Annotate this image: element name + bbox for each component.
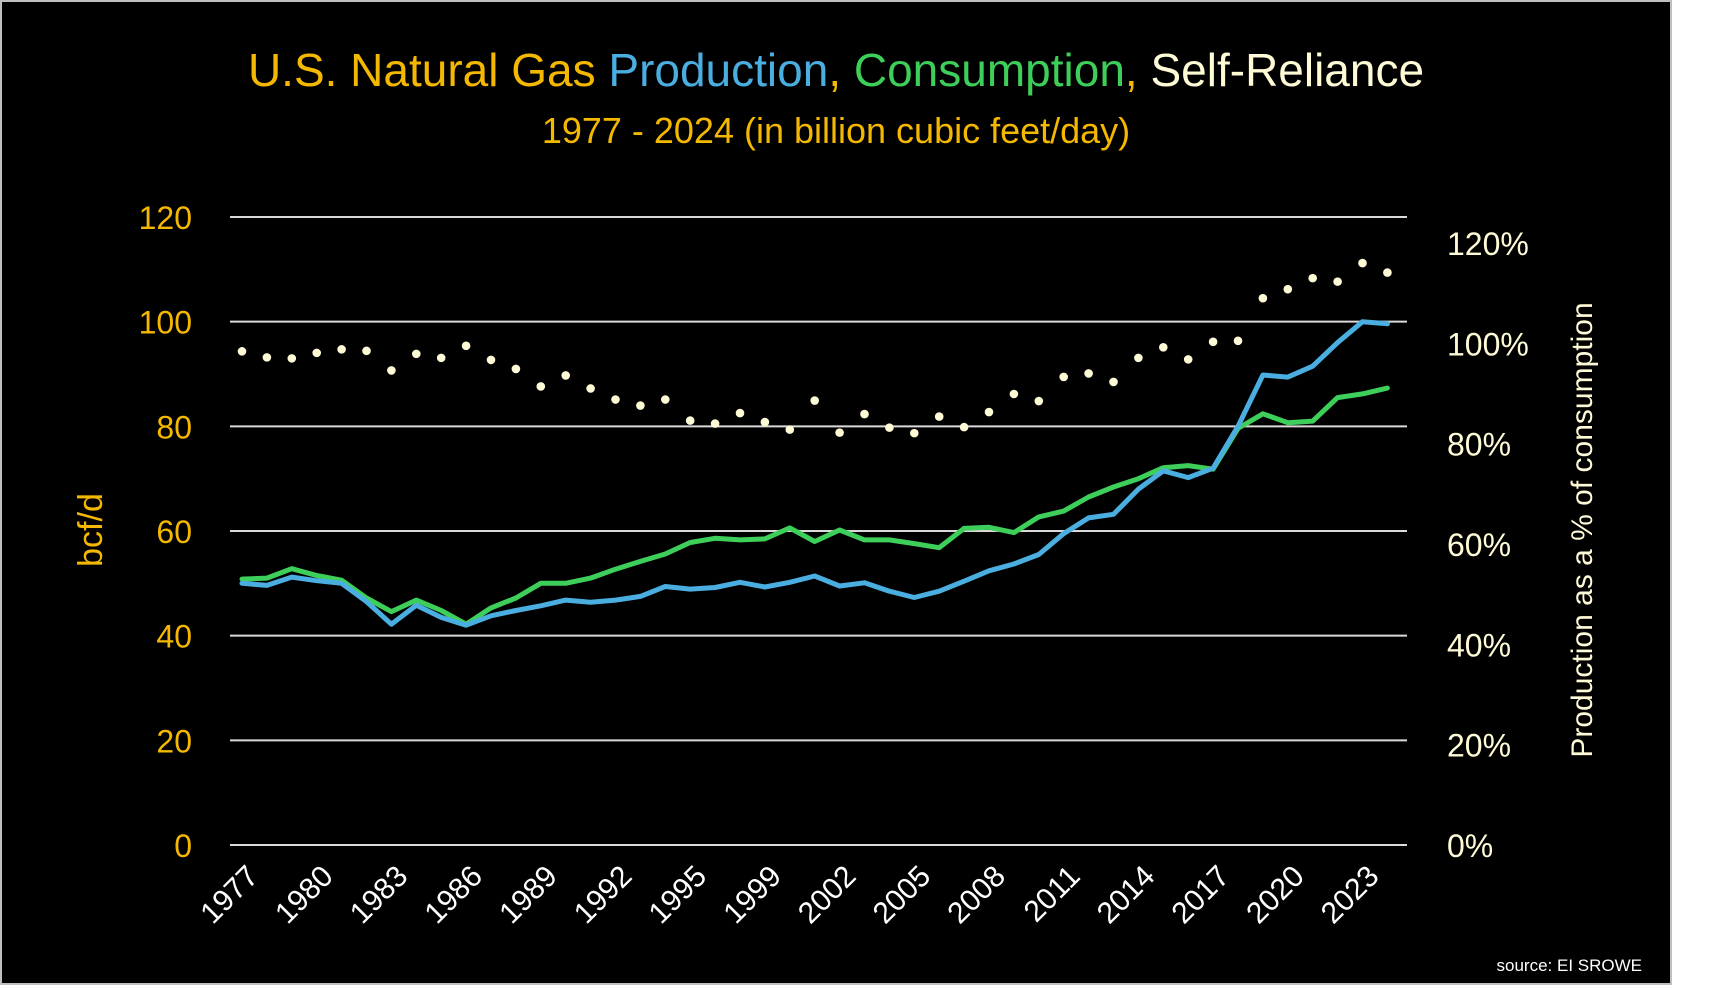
self-reliance-point [710,419,720,428]
self-reliance-point [835,428,844,437]
self-reliance-point [1383,268,1392,277]
self-reliance-point [1034,396,1044,406]
consumption-line [239,385,1390,627]
title-part-1: Production [608,44,828,96]
self-reliance-point [1109,377,1118,387]
self-reliance-point [1258,293,1268,303]
right-tick-label: 60% [1447,527,1511,563]
self-reliance-point [661,395,670,404]
self-reliance-point [1009,389,1019,399]
self-reliance-point [436,353,446,363]
chart-title: U.S. Natural Gas Production, Consumption… [248,44,1424,96]
self-reliance-point [735,408,745,418]
self-reliance-point [536,382,546,391]
self-reliance-point [1084,369,1093,378]
self-reliance-point [461,341,471,351]
self-reliance-point [1208,337,1218,347]
self-reliance-point [810,396,819,405]
left-tick-label: 0 [174,828,192,864]
left-tick-label: 40 [156,619,192,655]
x-tick-label: 1995 [643,860,714,931]
self-reliance-point [1358,258,1367,268]
left-tick-label: 80 [156,409,192,445]
production-line [239,319,1390,628]
self-reliance-point [860,409,869,419]
x-tick-label: 1989 [493,860,564,931]
self-reliance-point [1183,355,1193,364]
title-part-0: U.S. Natural Gas [248,44,608,96]
x-tick-label: 2014 [1091,860,1162,931]
title-part-3: Consumption [854,44,1125,96]
self-reliance-point [685,416,695,425]
self-reliance-point [1333,277,1342,286]
x-tick-label: 1999 [717,860,788,931]
x-tick-label: 2005 [867,860,938,931]
self-reliance-point [885,423,894,432]
self-reliance-point [1159,343,1168,352]
x-tick-label: 2017 [1166,860,1237,931]
chart-frame [0,0,1672,985]
x-tick-label: 2002 [792,860,863,931]
series-layer [237,258,1392,628]
self-reliance-point [262,353,272,362]
grid-layer [230,216,1407,846]
right-tick-label: 120% [1447,226,1529,262]
self-reliance-point [984,407,994,417]
y-axis-right-label: Production as a % of consumption [1566,302,1599,757]
self-reliance-point [785,425,795,434]
left-tick-label: 120 [139,200,192,236]
self-reliance-point [910,428,919,438]
right-tick-label: 100% [1447,326,1529,362]
self-reliance-point [486,355,496,365]
left-tick-label: 100 [139,305,192,341]
x-tick-label: 1992 [568,860,639,931]
left-tick-label: 60 [156,514,192,550]
right-axis-ticks: 0% 20% 40% 60% 80% 100% 120% [1447,226,1529,864]
self-reliance-point [511,364,521,374]
self-reliance-point [387,366,396,375]
self-reliance-point [237,347,247,356]
x-axis-ticks: 1977 1980 1983 1986 1989 1992 1995 1999 2002 2005… [194,860,1385,931]
x-tick-label: 1977 [194,860,265,931]
right-tick-label: 0% [1447,828,1493,864]
right-tick-label: 20% [1447,728,1511,764]
self-reliance-point [561,371,570,380]
x-tick-label: 1986 [419,860,490,931]
self-reliance-point [636,401,645,410]
self-reliance-point [586,384,595,393]
right-tick-label: 80% [1447,427,1511,463]
title-part-4: , [1125,44,1151,96]
self-reliance-point [412,349,421,359]
self-reliance-point [337,345,346,354]
chart-subtitle: 1977 - 2024 (in billion cubic feet/day) [542,110,1130,151]
self-reliance-point [287,354,297,363]
self-reliance-point [1134,353,1143,363]
x-tick-label: 2023 [1315,860,1386,931]
self-reliance-point [959,422,969,432]
title-part-2: , [828,44,854,96]
y-axis-left-label: bcf/d [72,493,110,567]
x-tick-label: 2020 [1240,860,1311,931]
self-reliance-point [1283,284,1293,294]
x-tick-label: 2008 [941,860,1012,931]
x-tick-label: 2011 [1018,860,1087,929]
self-reliance-point [1308,273,1317,283]
self-reliance-point [312,348,322,358]
title-part-5: Self-Reliance [1150,44,1424,96]
left-tick-label: 20 [156,723,192,759]
x-tick-label: 1983 [344,860,415,931]
self-reliance-point [1059,372,1068,382]
self-reliance-point [362,346,371,356]
self-reliance-point [611,395,620,404]
self-reliance-point [1233,336,1243,346]
right-tick-label: 40% [1447,627,1511,663]
self-reliance-point [934,412,944,421]
x-tick-label: 1980 [269,860,340,931]
left-axis-ticks: 0 20 40 60 80 100 120 [139,200,192,864]
self-reliance-point [760,417,770,427]
source-note: source: EI SROWE [1497,956,1642,975]
